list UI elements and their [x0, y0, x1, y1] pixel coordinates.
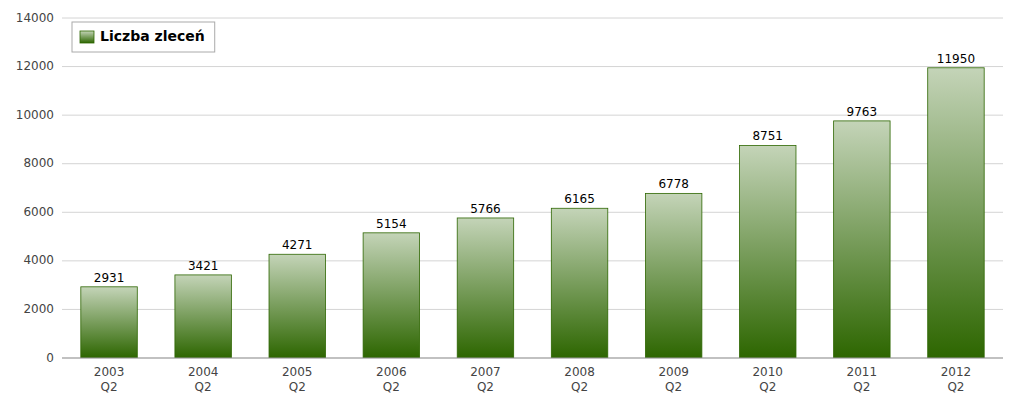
legend-box: [72, 22, 215, 52]
bar: [645, 193, 701, 358]
y-axis: 0 2000 4000 6000 8000 10000 12000 14000: [16, 11, 54, 365]
data-label: 5766: [470, 202, 501, 216]
bar: [81, 287, 137, 358]
y-tick-label: 8000: [23, 156, 54, 170]
grid-line: [62, 18, 1003, 19]
bar: [175, 275, 231, 358]
grid-line: [62, 66, 1003, 67]
legend: Liczba zleceń: [72, 22, 215, 52]
bar: [834, 121, 890, 358]
y-tick-label: 6000: [23, 205, 54, 219]
bar: [269, 254, 325, 358]
y-tick-label: 2000: [23, 302, 54, 316]
bars: [81, 68, 984, 358]
x-tick-label: 2005Q2: [282, 365, 313, 394]
x-tick-label: 2008Q2: [564, 365, 595, 394]
data-label: 8751: [752, 129, 783, 143]
bar: [928, 68, 984, 358]
bar: [551, 208, 607, 358]
bar: [457, 218, 513, 358]
x-tick-label: 2010Q2: [752, 365, 783, 394]
data-label: 4271: [282, 238, 313, 252]
grid: [62, 18, 1003, 358]
x-tick-label: 2007Q2: [470, 365, 501, 394]
bar: [363, 233, 419, 358]
y-tick-label: 14000: [16, 11, 54, 25]
x-axis: 2003Q2 2004Q2 2005Q2 2006Q2 2007Q2 2008Q2 2009…: [94, 365, 971, 394]
y-tick-label: 0: [46, 351, 54, 365]
x-axis-line: [62, 358, 1003, 359]
x-tick-label: 2011Q2: [847, 365, 878, 394]
chart: 0 2000 4000 6000 8000 10000 12000 14000 2931 3421…: [0, 0, 1023, 416]
x-tick-label: 2004Q2: [188, 365, 219, 394]
grid-line: [62, 358, 1003, 359]
y-tick-label: 4000: [23, 253, 54, 267]
x-tick-label: 2009Q2: [658, 365, 689, 394]
data-label: 5154: [376, 217, 407, 231]
data-label: 6778: [658, 177, 689, 191]
data-labels: 2931 3421 4271 5154 5766 6165 6778 8751 9763 1195…: [94, 52, 975, 285]
y-tick-label: 10000: [16, 108, 54, 122]
legend-swatch: [80, 31, 94, 43]
chart-container: 0 2000 4000 6000 8000 10000 12000 14000 2931 3421…: [0, 0, 1023, 416]
x-tick-label: 2012Q2: [941, 365, 972, 394]
legend-label: Liczba zleceń: [100, 28, 205, 44]
data-label: 6165: [564, 192, 595, 206]
bar: [740, 145, 796, 358]
data-label: 9763: [847, 105, 878, 119]
x-tick-label: 2006Q2: [376, 365, 407, 394]
y-tick-label: 12000: [16, 59, 54, 73]
data-label: 11950: [937, 52, 975, 66]
x-tick-label: 2003Q2: [94, 365, 125, 394]
data-label: 2931: [94, 271, 125, 285]
data-label: 3421: [188, 259, 219, 273]
